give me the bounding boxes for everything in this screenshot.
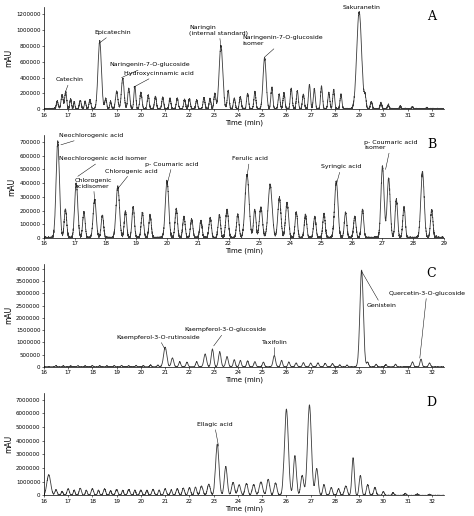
Text: Chlorogenic
acidisomer: Chlorogenic acidisomer <box>75 178 112 202</box>
Text: D: D <box>426 396 436 409</box>
Text: Neochlorogenic acid isomer: Neochlorogenic acid isomer <box>59 156 147 176</box>
Text: Sakuranetin: Sakuranetin <box>342 5 380 13</box>
Y-axis label: mAU: mAU <box>4 435 13 453</box>
Text: Naringenin-7-O-glucoside: Naringenin-7-O-glucoside <box>109 62 190 77</box>
Y-axis label: mAU: mAU <box>8 178 17 196</box>
Y-axis label: mAU: mAU <box>4 307 13 325</box>
Text: Chlorogenic acid: Chlorogenic acid <box>106 169 158 189</box>
X-axis label: Time (min): Time (min) <box>225 119 263 125</box>
Text: p- Coumaric acid
isomer: p- Coumaric acid isomer <box>364 139 418 169</box>
X-axis label: Time (min): Time (min) <box>225 377 263 383</box>
Text: p- Coumaric acid: p- Coumaric acid <box>146 162 199 185</box>
Text: Neochlorogenic acid: Neochlorogenic acid <box>59 133 124 145</box>
Text: Naringenin-7-O-glucoside
isomer: Naringenin-7-O-glucoside isomer <box>243 35 323 57</box>
Text: Taxifolin: Taxifolin <box>262 340 288 355</box>
Text: Kaempferol-3-O-glucoside: Kaempferol-3-O-glucoside <box>184 328 266 346</box>
Text: Syringic acid: Syringic acid <box>321 165 361 185</box>
Text: Quercetin-3-O-glucoside: Quercetin-3-O-glucoside <box>388 291 465 358</box>
Text: Kaempferol-3-O-rutinoside: Kaempferol-3-O-rutinoside <box>117 335 201 350</box>
Text: Ferulic acid: Ferulic acid <box>232 156 267 176</box>
X-axis label: Time (min): Time (min) <box>225 505 263 512</box>
Text: C: C <box>427 267 436 280</box>
Y-axis label: mAU: mAU <box>4 49 13 67</box>
Text: Genistein: Genistein <box>362 271 396 308</box>
Text: A: A <box>427 10 436 23</box>
Text: Ellagic acid: Ellagic acid <box>197 422 232 446</box>
X-axis label: Time (min): Time (min) <box>225 248 263 254</box>
Text: Hydroxycinnamic acid: Hydroxycinnamic acid <box>124 71 194 87</box>
Text: Epicatechin: Epicatechin <box>95 30 131 43</box>
Text: Naringin
(internal standard): Naringin (internal standard) <box>190 25 248 47</box>
Text: B: B <box>427 138 436 151</box>
Text: Catechin: Catechin <box>56 77 84 91</box>
